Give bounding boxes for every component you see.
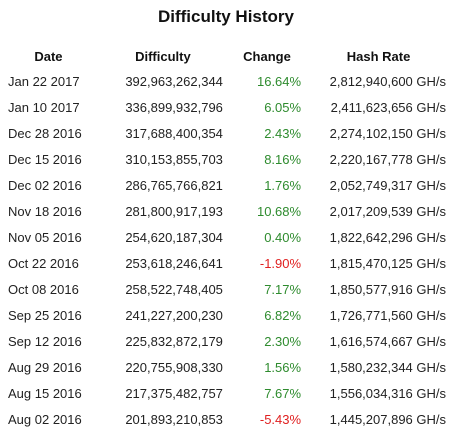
hash-rate-cell: 1,822,642,296 GH/s bbox=[329, 229, 446, 245]
date-cell: Dec 15 2016 bbox=[8, 151, 82, 167]
hash-rate-cell: 1,556,034,316 GH/s bbox=[329, 385, 446, 401]
difficulty-cell: 281,800,917,193 bbox=[125, 203, 223, 219]
table-header: Date Difficulty Change Hash Rate bbox=[0, 44, 452, 68]
hash-rate-cell: 1,616,574,667 GH/s bbox=[329, 333, 446, 349]
change-cell: 10.68% bbox=[256, 203, 302, 219]
page-title: Difficulty History bbox=[157, 7, 295, 26]
table-row: Nov 05 2016 254,620,187,304 0.40% 1,822,642… bbox=[0, 224, 452, 250]
difficulty-cell: 201,893,210,853 bbox=[125, 411, 223, 427]
table-row: Nov 18 2016 281,800,917,193 10.68% 2,017,20… bbox=[0, 198, 452, 224]
table-row: Dec 02 2016 286,765,766,821 1.76% 2,052,749… bbox=[0, 172, 452, 198]
column-header-change: Change bbox=[243, 48, 291, 64]
table-body: Jan 22 2017 392,963,262,344 16.64% 2,812,94… bbox=[0, 68, 452, 432]
table-row: Jan 10 2017 336,899,932,796 6.05% 2,411,623… bbox=[0, 94, 452, 120]
difficulty-cell: 258,522,748,405 bbox=[125, 281, 223, 297]
date-cell: Aug 15 2016 bbox=[8, 385, 82, 401]
date-cell: Sep 25 2016 bbox=[8, 307, 82, 323]
date-cell: Aug 29 2016 bbox=[8, 359, 82, 375]
date-cell: Jan 22 2017 bbox=[8, 73, 80, 89]
date-cell: Oct 08 2016 bbox=[8, 281, 79, 297]
change-cell: 6.05% bbox=[264, 99, 302, 115]
difficulty-cell: 254,620,187,304 bbox=[125, 229, 223, 245]
table-row: Sep 25 2016 241,227,200,230 6.82% 1,726,771… bbox=[0, 302, 452, 328]
hash-rate-cell: 1,580,232,344 GH/s bbox=[329, 359, 446, 375]
change-cell: 7.17% bbox=[264, 281, 302, 297]
change-cell: -5.43% bbox=[259, 411, 302, 427]
hash-rate-cell: 1,726,771,560 GH/s bbox=[329, 307, 446, 323]
change-cell: 16.64% bbox=[256, 73, 302, 89]
table-row: Dec 15 2016 310,153,855,703 8.16% 2,220,167… bbox=[0, 146, 452, 172]
difficulty-cell: 317,688,400,354 bbox=[125, 125, 223, 141]
hash-rate-cell: 2,411,623,656 GH/s bbox=[330, 99, 446, 115]
hash-rate-cell: 2,052,749,317 GH/s bbox=[329, 177, 446, 193]
date-cell: Aug 02 2016 bbox=[8, 411, 82, 427]
difficulty-table: Date Difficulty Change Hash Rate Jan 22 … bbox=[0, 44, 452, 432]
column-header-difficulty: Difficulty bbox=[135, 48, 191, 64]
table-row: Aug 29 2016 220,755,908,330 1.56% 1,580,232… bbox=[0, 354, 452, 380]
change-cell: -1.90% bbox=[259, 255, 302, 271]
difficulty-cell: 286,765,766,821 bbox=[125, 177, 223, 193]
hash-rate-cell: 2,812,940,600 GH/s bbox=[329, 73, 446, 89]
difficulty-cell: 310,153,855,703 bbox=[125, 151, 223, 167]
difficulty-cell: 225,832,872,179 bbox=[125, 333, 223, 349]
difficulty-cell: 241,227,200,230 bbox=[125, 307, 223, 323]
column-header-hash-rate: Hash Rate bbox=[346, 48, 411, 64]
difficulty-cell: 217,375,482,757 bbox=[125, 385, 223, 401]
date-cell: Nov 18 2016 bbox=[8, 203, 82, 219]
date-cell: Sep 12 2016 bbox=[8, 333, 82, 349]
hash-rate-cell: 2,274,102,150 GH/s bbox=[329, 125, 446, 141]
hash-rate-cell: 1,815,470,125 GH/s bbox=[329, 255, 446, 271]
difficulty-cell: 336,899,932,796 bbox=[125, 99, 223, 115]
difficulty-cell: 253,618,246,641 bbox=[125, 255, 223, 271]
date-cell: Dec 02 2016 bbox=[8, 177, 82, 193]
table-row: Dec 28 2016 317,688,400,354 2.43% 2,274,102… bbox=[0, 120, 452, 146]
header-row: Date Difficulty Change Hash Rate bbox=[0, 44, 452, 68]
date-cell: Nov 05 2016 bbox=[8, 229, 82, 245]
date-cell: Dec 28 2016 bbox=[8, 125, 82, 141]
hash-rate-cell: 1,445,207,896 GH/s bbox=[329, 411, 446, 427]
change-cell: 7.67% bbox=[264, 385, 302, 401]
change-cell: 1.56% bbox=[264, 359, 302, 375]
change-cell: 8.16% bbox=[264, 151, 302, 167]
change-cell: 6.82% bbox=[264, 307, 302, 323]
change-cell: 2.30% bbox=[264, 333, 302, 349]
table-row: Oct 22 2016 253,618,246,641 -1.90% 1,815,47… bbox=[0, 250, 452, 276]
difficulty-cell: 392,963,262,344 bbox=[125, 73, 223, 89]
change-cell: 2.43% bbox=[264, 125, 302, 141]
date-cell: Oct 22 2016 bbox=[8, 255, 79, 271]
table-row: Oct 08 2016 258,522,748,405 7.17% 1,850,577… bbox=[0, 276, 452, 302]
column-header-date: Date bbox=[34, 48, 63, 64]
hash-rate-cell: 2,017,209,539 GH/s bbox=[329, 203, 446, 219]
table-row: Aug 15 2016 217,375,482,757 7.67% 1,556,034… bbox=[0, 380, 452, 406]
table-row: Aug 02 2016 201,893,210,853 -5.43% 1,445,20… bbox=[0, 406, 452, 432]
difficulty-cell: 220,755,908,330 bbox=[125, 359, 223, 375]
date-cell: Jan 10 2017 bbox=[8, 99, 80, 115]
table-row: Sep 12 2016 225,832,872,179 2.30% 1,616,574… bbox=[0, 328, 452, 354]
change-cell: 1.76% bbox=[264, 177, 302, 193]
hash-rate-cell: 1,850,577,916 GH/s bbox=[329, 281, 446, 297]
table-row: Jan 22 2017 392,963,262,344 16.64% 2,812,94… bbox=[0, 68, 452, 94]
hash-rate-cell: 2,220,167,778 GH/s bbox=[329, 151, 446, 167]
change-cell: 0.40% bbox=[264, 229, 302, 245]
